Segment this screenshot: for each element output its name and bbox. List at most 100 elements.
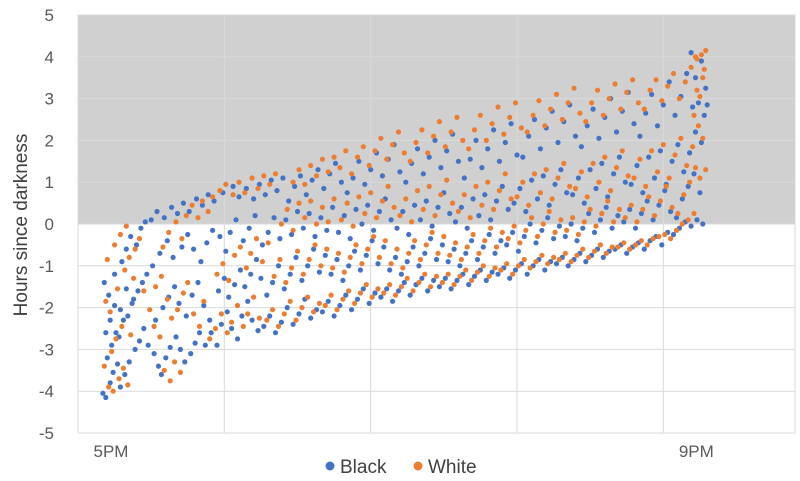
- data-point: [294, 248, 301, 254]
- data-point: [479, 202, 485, 208]
- data-point: [611, 219, 617, 225]
- data-point: [346, 263, 352, 269]
- data-point: [600, 254, 606, 260]
- data-point: [501, 131, 507, 137]
- data-point: [144, 271, 150, 277]
- data-point: [123, 286, 129, 292]
- data-point: [249, 317, 255, 323]
- data-point: [373, 215, 380, 221]
- data-point: [546, 202, 552, 208]
- data-point: [243, 265, 249, 271]
- data-point: [375, 286, 381, 292]
- data-point: [583, 259, 589, 265]
- data-point: [151, 323, 157, 329]
- data-point: [676, 96, 683, 102]
- data-point: [466, 146, 472, 152]
- data-point: [619, 148, 625, 154]
- data-point: [324, 246, 330, 252]
- data-point: [690, 104, 696, 110]
- data-point: [584, 123, 590, 129]
- legend: Black White: [325, 457, 477, 478]
- data-point: [574, 252, 580, 258]
- data-point: [422, 250, 428, 256]
- data-point: [583, 119, 589, 125]
- data-point: [507, 275, 513, 281]
- data-point: [325, 169, 331, 175]
- data-point: [704, 102, 710, 108]
- data-point: [256, 315, 262, 321]
- data-point: [289, 265, 295, 271]
- data-point: [586, 210, 592, 217]
- data-point: [221, 275, 227, 281]
- data-point: [311, 246, 317, 252]
- data-point: [117, 231, 123, 238]
- data-point: [511, 200, 517, 206]
- data-point: [160, 305, 166, 311]
- data-point: [205, 208, 211, 215]
- data-point: [253, 236, 260, 242]
- data-point: [681, 192, 687, 198]
- data-point: [602, 154, 608, 160]
- data-point: [312, 242, 318, 248]
- data-point: [615, 213, 621, 219]
- data-point: [220, 261, 226, 267]
- data-point: [180, 290, 186, 296]
- data-point: [632, 225, 639, 231]
- data-point: [193, 196, 200, 202]
- data-point: [100, 390, 106, 396]
- data-point: [356, 158, 362, 164]
- data-point: [534, 233, 541, 240]
- data-point: [214, 342, 220, 348]
- data-point: [188, 351, 194, 357]
- data-point: [564, 227, 570, 233]
- data-point: [568, 259, 574, 265]
- data-point: [104, 355, 110, 361]
- data-point: [691, 112, 697, 118]
- data-point: [172, 284, 178, 290]
- data-point: [590, 160, 596, 166]
- data-point: [438, 165, 444, 171]
- legend-item-black: Black: [325, 457, 387, 478]
- data-point: [404, 259, 410, 265]
- data-point: [523, 227, 529, 233]
- data-point: [384, 286, 390, 292]
- y-tick-label: 1: [45, 173, 54, 192]
- data-point: [505, 206, 511, 212]
- data-point: [335, 250, 342, 256]
- data-point: [509, 229, 516, 235]
- legend-marker: [413, 461, 423, 471]
- y-axis-title: Hours since darkness: [11, 134, 32, 317]
- data-point: [662, 188, 668, 194]
- data-point: [555, 139, 561, 146]
- data-point: [391, 204, 397, 210]
- data-point: [387, 282, 393, 288]
- data-point: [640, 206, 646, 212]
- data-point: [543, 167, 549, 173]
- data-point: [638, 210, 645, 217]
- data-point: [328, 292, 334, 298]
- series-white: [101, 47, 709, 394]
- data-point: [553, 261, 560, 267]
- data-point: [695, 100, 702, 106]
- data-point: [700, 75, 706, 81]
- data-point: [372, 290, 378, 296]
- data-point: [627, 246, 633, 252]
- data-point: [191, 246, 197, 252]
- data-point: [457, 263, 463, 269]
- data-point: [196, 330, 203, 336]
- data-point: [133, 242, 140, 248]
- data-point: [332, 160, 339, 166]
- data-point: [308, 162, 314, 169]
- data-point: [347, 254, 353, 260]
- data-point: [246, 225, 252, 231]
- data-point: [651, 175, 658, 181]
- data-point: [637, 156, 643, 162]
- data-point: [236, 179, 242, 185]
- data-point: [698, 52, 705, 58]
- data-point: [173, 219, 179, 225]
- data-point: [110, 388, 116, 394]
- data-point: [185, 279, 191, 286]
- data-point: [621, 240, 627, 246]
- data-point: [606, 96, 612, 102]
- data-point: [138, 225, 144, 231]
